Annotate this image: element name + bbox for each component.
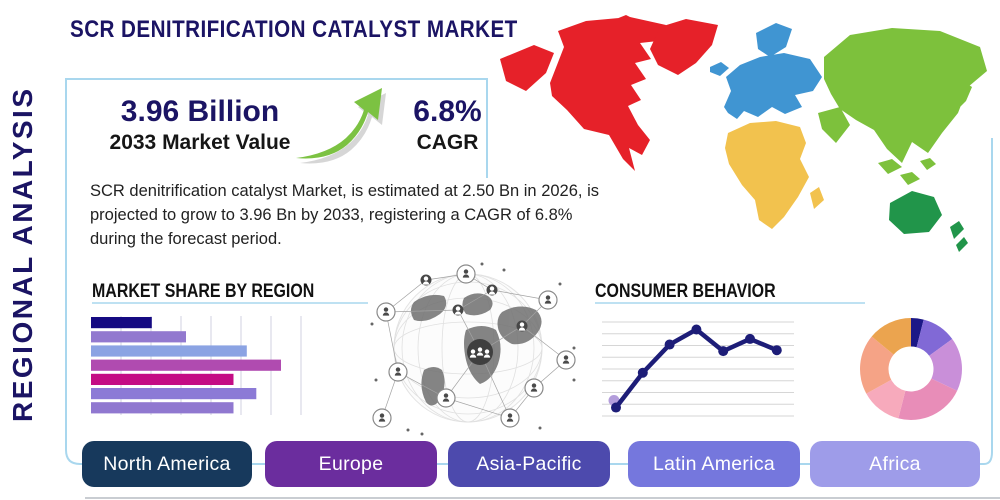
map-africa xyxy=(725,121,824,229)
market-share-bar-chart xyxy=(91,316,302,415)
section-heading-market-share: MARKET SHARE BY REGION xyxy=(92,281,315,302)
map-europe xyxy=(724,23,822,119)
growth-arrow-icon xyxy=(292,80,386,170)
map-iceland xyxy=(710,62,729,76)
region-button-label: Latin America xyxy=(652,452,776,475)
consumer-behavior-line-chart xyxy=(602,321,794,417)
region-button-label: North America xyxy=(103,452,231,475)
region-button-asia-pacific[interactable]: Asia-Pacific xyxy=(448,441,610,487)
page-title: SCR DENITRIFICATION CATALYST MARKET xyxy=(70,16,518,43)
region-button-latin-america[interactable]: Latin America xyxy=(628,441,800,487)
map-north-america xyxy=(500,15,666,171)
cagr-value: 6.8% xyxy=(413,95,482,128)
region-button-europe[interactable]: Europe xyxy=(265,441,437,487)
region-button-label: Africa xyxy=(869,452,921,475)
market-value-label: 2033 Market Value xyxy=(109,130,291,154)
regional-share-donut-chart xyxy=(859,318,963,421)
cagr-stat: 6.8% CAGR xyxy=(400,96,495,155)
region-button-label: Europe xyxy=(318,452,384,475)
network-nodes xyxy=(370,262,576,436)
region-button-label: Asia-Pacific xyxy=(476,452,582,475)
side-label-regional-analysis: REGIONAL ANALYSIS xyxy=(7,86,38,422)
market-description: SCR denitrification catalyst Market, is … xyxy=(90,182,599,248)
region-button-africa[interactable]: Africa xyxy=(810,441,980,487)
market-value: 3.96 Billion xyxy=(120,95,280,128)
cagr-label: CAGR xyxy=(416,130,479,154)
map-asia xyxy=(818,28,987,185)
map-greenland xyxy=(650,19,718,75)
map-australia xyxy=(889,191,968,252)
market-value-stat: 3.96 Billion 2033 Market Value xyxy=(80,96,320,155)
card-bottom-edge xyxy=(85,497,1000,499)
section-heading-consumer-behavior: CONSUMER BEHAVIOR xyxy=(595,281,776,302)
globe-network-illustration xyxy=(370,262,576,436)
region-button-north-america[interactable]: North America xyxy=(82,441,252,487)
world-map xyxy=(500,15,987,252)
